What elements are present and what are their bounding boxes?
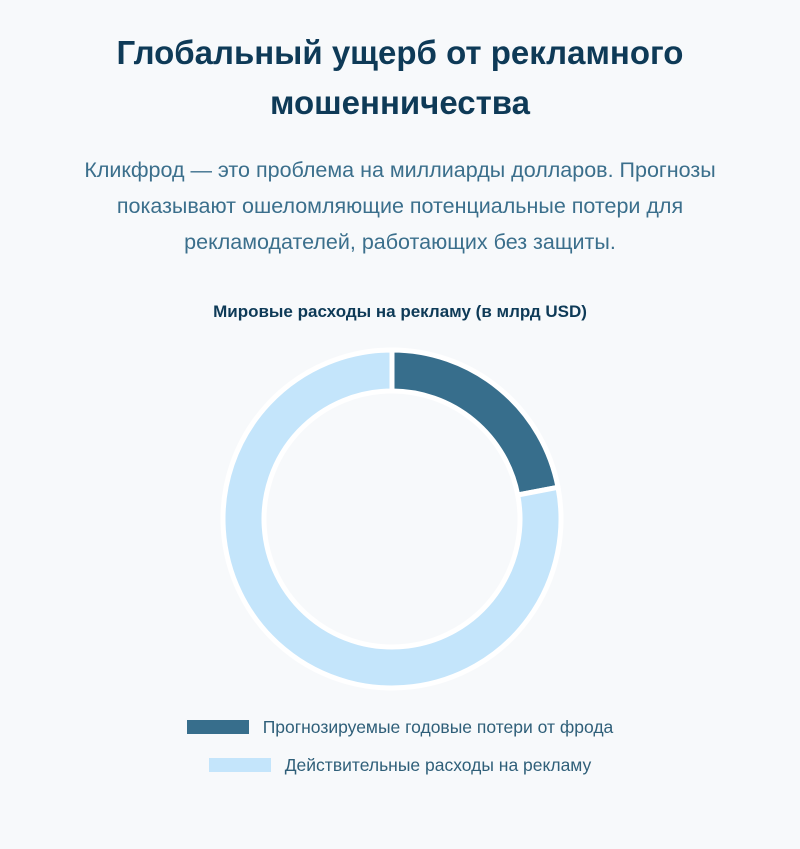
legend-item-real-spend[interactable]: Действительные расходы на рекламу <box>208 746 592 784</box>
legend-swatch-real-spend <box>208 758 271 772</box>
donut-slice-fraud[interactable] <box>389 347 561 498</box>
legend-label-real-spend: Действительные расходы на рекламу <box>284 754 592 775</box>
legend-label-fraud: Прогнозируемые годовые потери от фрода <box>262 716 614 737</box>
legend-item-fraud[interactable]: Прогнозируемые годовые потери от фрода <box>186 708 614 746</box>
page-title: Глобальный ущерб от рекламного мошенниче… <box>116 34 684 121</box>
intro-text: Кликфрод — это проблема на миллиарды дол… <box>84 158 716 254</box>
legend-swatch-fraud <box>186 720 249 734</box>
chart-title: Мировые расходы на рекламу (в млрд USD) <box>213 302 587 321</box>
donut-slice-real-spend[interactable] <box>220 347 564 691</box>
chart-legend: Прогнозируемые годовые потери от фрода Д… <box>0 708 800 784</box>
